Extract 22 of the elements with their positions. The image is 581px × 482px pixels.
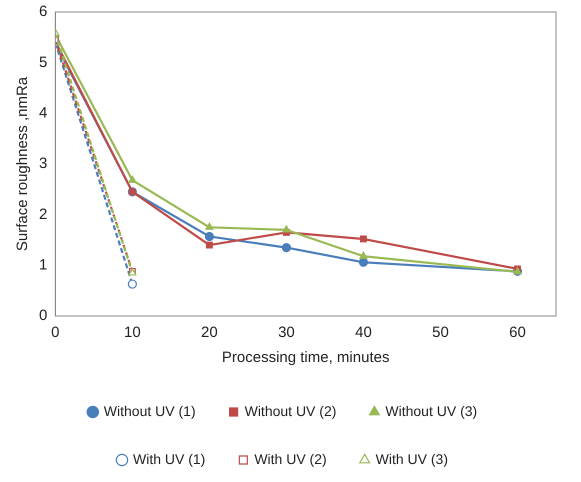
y-tick-label: 4 bbox=[39, 104, 48, 122]
legend-label: Without UV (1) bbox=[104, 402, 196, 419]
y-tick-label: 6 bbox=[39, 3, 48, 20]
x-tick-label: 10 bbox=[124, 324, 141, 342]
x-tick-label: 50 bbox=[432, 324, 449, 342]
y-tick-label: 2 bbox=[39, 206, 48, 223]
legend-label: With UV (1) bbox=[132, 450, 206, 467]
x-axis-title: Processing time, minutes bbox=[222, 349, 390, 366]
y-tick-label: 3 bbox=[39, 155, 48, 172]
legend-label: Without UV (2) bbox=[244, 402, 336, 419]
x-tick-label: 0 bbox=[51, 324, 60, 342]
x-tick-label: 60 bbox=[509, 324, 526, 342]
x-tick-label: 30 bbox=[278, 324, 295, 342]
x-tick-label: 40 bbox=[355, 324, 372, 342]
legend-label: Without UV (3) bbox=[385, 402, 478, 419]
y-tick-label: 0 bbox=[39, 307, 48, 324]
legend-label: With UV (3) bbox=[376, 450, 448, 467]
y-axis-title: Surface roughness ,nmRa bbox=[14, 76, 32, 252]
y-tick-label: 5 bbox=[39, 54, 48, 71]
y-tick-label: 1 bbox=[39, 256, 48, 274]
legend-label: With UV (2) bbox=[254, 450, 327, 467]
x-tick-label: 20 bbox=[201, 324, 218, 342]
